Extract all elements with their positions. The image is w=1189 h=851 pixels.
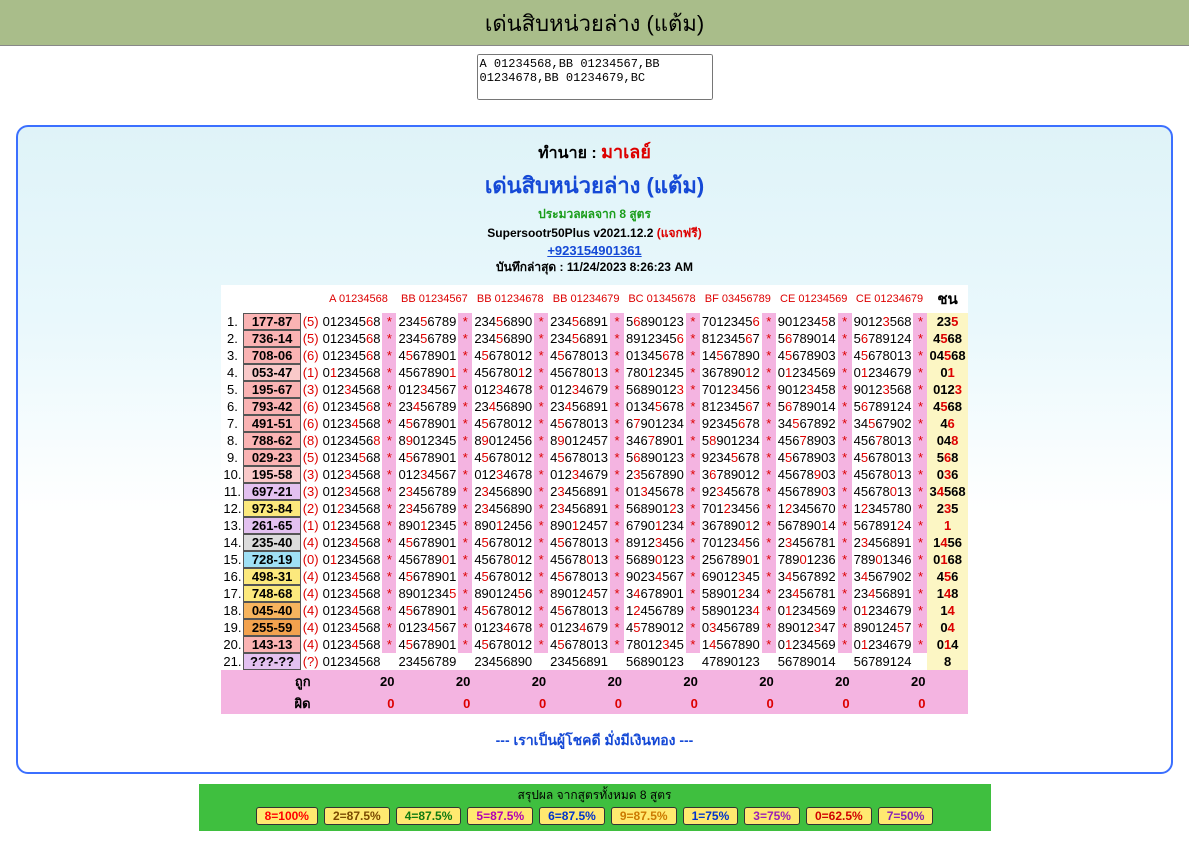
summary-chip: 8=100% (256, 807, 318, 825)
table-row: 12. 973-84 (2)01234568*23456789*23456890… (221, 500, 967, 517)
table-row: 8. 788-62 (8)01234568*89012345*89012456*… (221, 432, 967, 449)
table-row: 21. ???-?? (?)01234568234567892345689023… (221, 653, 967, 670)
table-row: 15. 728-19 (0)01234568*45678901*45678012… (221, 551, 967, 568)
table-row: 11. 697-21 (3)01234568*23456789*23456890… (221, 483, 967, 500)
table-row: 3. 708-06 (6)01234568*45678901*45678012*… (221, 347, 967, 364)
result-table: A 01234568BB 01234567BB 01234678BB 01234… (221, 285, 967, 714)
table-row: 17. 748-68 (4)01234568*89012345*89012456… (221, 585, 967, 602)
summary-chip: 5=87.5% (467, 807, 533, 825)
source-line: ประมวลผลจาก 8 สูตร (28, 205, 1161, 224)
summary-chip: 7=50% (878, 807, 934, 825)
formula-input[interactable]: A 01234568,BB 01234567,BB 01234678,BB 01… (477, 54, 713, 100)
table-row: 14. 235-40 (4)01234568*45678901*45678012… (221, 534, 967, 551)
main-panel: ทำนาย : มาเลย์ เด่นสิบหน่วยล่าง (แต้ม) ป… (16, 125, 1173, 774)
predict-line: ทำนาย : มาเลย์ (28, 137, 1161, 166)
table-row: 20. 143-13 (4)01234568*45678901*45678012… (221, 636, 967, 653)
table-row: 10. 195-58 (3)01234568*01234567*01234678… (221, 466, 967, 483)
table-row: 16. 498-31 (4)01234568*45678901*45678012… (221, 568, 967, 585)
table-row: 19. 255-59 (4)01234568*01234567*01234678… (221, 619, 967, 636)
table-row: 1. 177-87 (5)01234568*23456789*23456890*… (221, 313, 967, 330)
summary-chip: 6=87.5% (539, 807, 605, 825)
page-title: เด่นสิบหน่วยล่าง (แต้ม) (0, 0, 1189, 46)
table-row: 9. 029-23 (5)01234568*45678901*45678012*… (221, 449, 967, 466)
table-row: 2. 736-14 (5)01234568*23456789*23456890*… (221, 330, 967, 347)
summary-chip: 0=62.5% (806, 807, 872, 825)
luck-text: --- เราเป็นผู้โชคดี มั่งมีเงินทอง --- (28, 714, 1161, 758)
version-line: Supersootr50Plus v2021.12.2 (แจกฟรี) (28, 224, 1161, 243)
table-row: 4. 053-47 (1)01234568*45678901*45678012*… (221, 364, 967, 381)
summary-chip: 4=87.5% (396, 807, 462, 825)
summary-chip: 2=87.5% (324, 807, 390, 825)
phone-link[interactable]: +923154901361 (547, 243, 641, 258)
summary-chip: 9=87.5% (611, 807, 677, 825)
summary-bar: สรุปผล จากสูตรทั้งหมด 8 สูตร 8=100%2=87.… (199, 784, 991, 831)
subtitle: เด่นสิบหน่วยล่าง (แต้ม) (28, 166, 1161, 205)
table-row: 7. 491-51 (6)01234568*45678901*45678012*… (221, 415, 967, 432)
summary-chip: 3=75% (744, 807, 800, 825)
table-row: 13. 261-65 (1)01234568*89012345*89012456… (221, 517, 967, 534)
timestamp-line: บันทึกล่าสุด : 11/24/2023 8:26:23 AM (28, 258, 1161, 277)
summary-chip: 1=75% (683, 807, 739, 825)
table-row: 5. 195-67 (3)01234568*01234567*01234678*… (221, 381, 967, 398)
table-row: 18. 045-40 (4)01234568*45678901*45678012… (221, 602, 967, 619)
table-row: 6. 793-42 (6)01234568*23456789*23456890*… (221, 398, 967, 415)
